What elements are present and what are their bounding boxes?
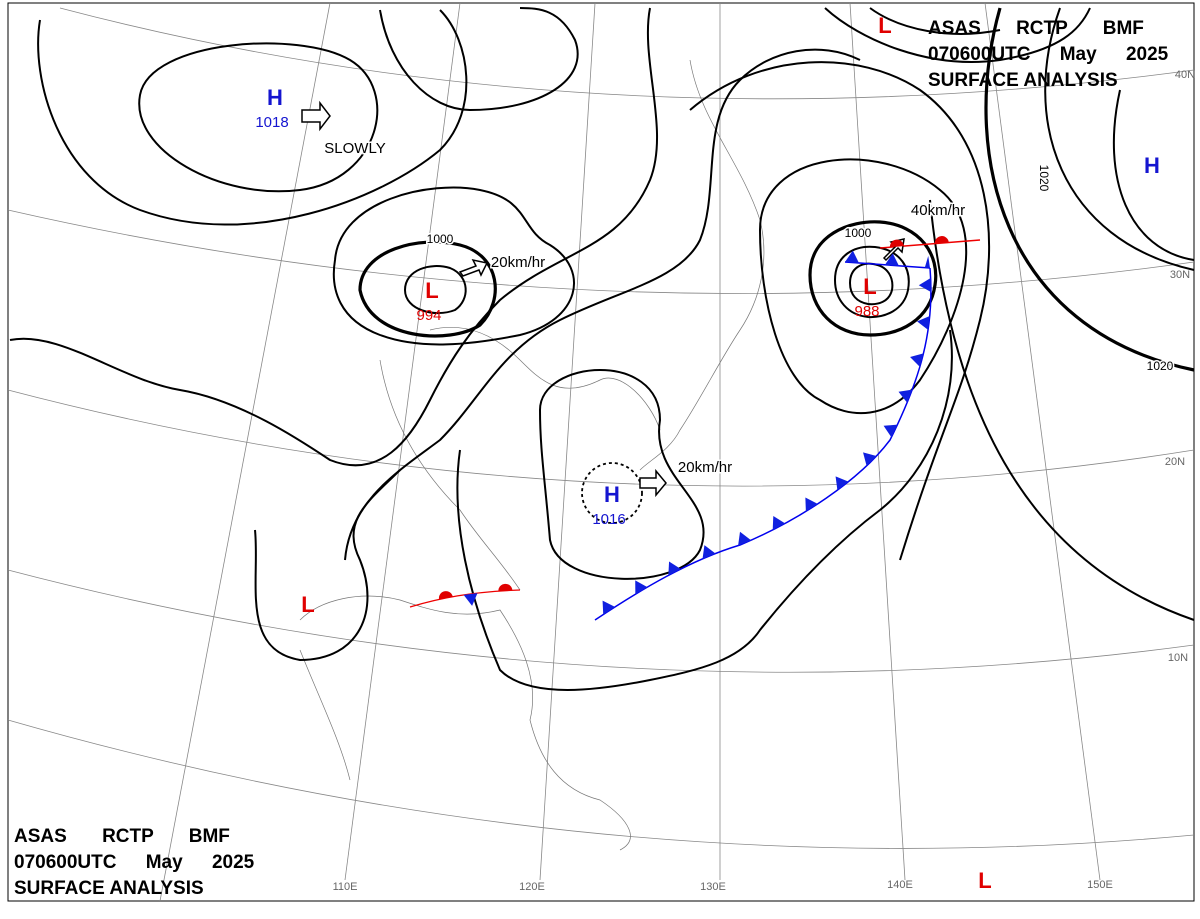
header-line: ASAS RCTP BMF (928, 18, 1144, 39)
cold-front-triangle (917, 315, 930, 330)
longitude-label: 140E (887, 879, 913, 891)
isobar-dotted (581, 462, 643, 524)
header-line: 070600UTC May 2025 (928, 44, 1169, 65)
motion-label: 40km/hr (911, 202, 965, 219)
system-symbol: L (863, 274, 876, 299)
system-symbol: H (604, 482, 620, 507)
coastlines (299, 59, 765, 851)
cold-front-triangle (738, 531, 752, 546)
latitude-label: 10N (1168, 652, 1188, 664)
system-symbol: H (1144, 153, 1160, 178)
motion-label: SLOWLY (324, 140, 385, 157)
latitude-label: 30N (1170, 269, 1190, 281)
cold-front-triangle (845, 250, 859, 263)
cold-front-triangle (602, 600, 615, 615)
cold-front-triangle (635, 580, 648, 595)
system-symbol: L (301, 592, 314, 617)
cold-front-triangle (702, 545, 716, 559)
longitude-label: 150E (1087, 879, 1113, 891)
cold-front-triangle (884, 253, 899, 266)
warm-front-semicircle (889, 239, 904, 248)
latitude-label: 40N (1175, 69, 1195, 81)
system-symbol: L (978, 868, 991, 893)
isobar-label: 1020 (1147, 359, 1174, 373)
isobars (9, 7, 1195, 691)
cold-front-triangle (863, 452, 877, 466)
header-line: ASAS RCTP BMF (14, 826, 230, 847)
motion-label: 20km/hr (491, 254, 545, 271)
system-pressure: 994 (416, 307, 441, 324)
cold-front-triangle (898, 389, 913, 403)
system-symbol: H (267, 85, 283, 110)
system-pressure: 988 (854, 303, 879, 320)
system-pressure: 1016 (592, 511, 625, 528)
cold-front-triangle (805, 497, 818, 512)
frame (7, 2, 1195, 902)
warm-front-semicircle (934, 236, 949, 244)
system-pressure: 1018 (255, 114, 288, 131)
isobar-label: 1000 (427, 232, 454, 246)
header-line: SURFACE ANALYSIS (928, 70, 1118, 91)
header-line: SURFACE ANALYSIS (14, 878, 204, 899)
isobar-label: 1020 (1037, 165, 1051, 192)
motion-label: 20km/hr (678, 459, 732, 476)
cold-front-triangle (910, 353, 924, 367)
cold-front-triangle (772, 516, 786, 530)
system-symbol: L (425, 278, 438, 303)
cold-front-triangle (463, 593, 478, 606)
isobar-label: 1000 (845, 226, 872, 240)
latitude-label: 20N (1165, 456, 1185, 468)
cold-front-triangle (924, 255, 930, 268)
cold-front-triangle (918, 277, 931, 292)
system-symbol: L (878, 13, 891, 38)
cold-front-triangle (835, 476, 849, 491)
longitude-label: 120E (519, 881, 545, 893)
cold-front-triangle (883, 424, 898, 438)
cold-front-triangle (668, 561, 681, 576)
longitude-label: 130E (700, 881, 726, 893)
warm-front-semicircle (498, 583, 513, 592)
longitude-label: 110E (333, 881, 358, 893)
header-line: 070600UTC May 2025 (14, 852, 255, 873)
warm-front-semicircle (438, 591, 453, 600)
